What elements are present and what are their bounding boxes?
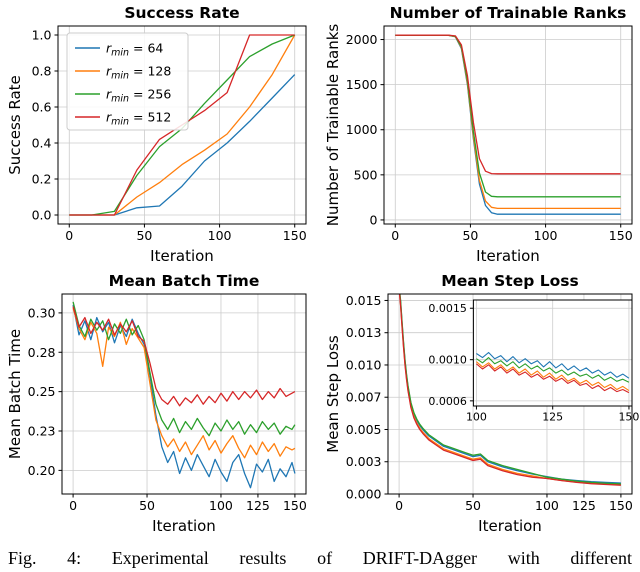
chart2: 0 50 100 125 150 0.20 0.23 0.25 0.28 0.30 Mean Bat… (6, 272, 307, 535)
series-line-rmin-256 (72, 301, 296, 437)
x-tick-label: 50 (139, 498, 155, 513)
success-rate-chart: 0 50 100 150 0.0 0.2 0.4 0.6 0.8 1.0 Success Rate I… (6, 4, 307, 265)
chart3-xlabel: Iteration (478, 517, 542, 535)
chart0-xlabel: Iteration (150, 247, 214, 265)
y-tick-label: 0.20 (28, 463, 56, 478)
chart2-title: Mean Batch Time (109, 272, 260, 290)
y-tick-label: 500 (354, 167, 378, 182)
y-tick-label: 1000 (346, 122, 378, 137)
y-tick-label: 0.4 (32, 136, 52, 151)
y-tick-label: 0.30 (28, 305, 56, 320)
chart3-title: Mean Step Loss (441, 272, 578, 290)
x-tick-label: 50 (465, 498, 481, 513)
series-line-rmin-64 (476, 351, 630, 379)
x-tick-label: 150 (618, 411, 639, 424)
y-tick-label: 0.013 (346, 325, 382, 340)
series-line-rmin-128 (476, 361, 630, 392)
x-tick-label: 125 (572, 498, 596, 513)
y-tick-label: 0.003 (346, 454, 382, 469)
chart1-title: Number of Trainable Ranks (390, 4, 627, 22)
chart0-ylabel: Success Rate (6, 75, 24, 175)
y-tick-label: 0 (370, 212, 378, 227)
y-tick-label: 0.8 (32, 64, 52, 79)
chart3-inset: 100 125 150 0.0006 0.0010 0.0015 (428, 299, 639, 424)
y-tick-label: 0.25 (28, 384, 56, 399)
x-tick-label: 150 (609, 498, 633, 513)
chart0: 0 50 100 150 0.0 0.2 0.4 0.6 0.8 1.0 Success Rate I… (6, 4, 307, 265)
x-tick-label: 150 (609, 228, 633, 243)
y-tick-label: 2000 (346, 32, 378, 47)
y-tick-label: 0.0010 (428, 354, 467, 367)
y-tick-label: 0.0015 (428, 302, 467, 315)
series-line-rmin-512 (398, 294, 621, 486)
legend-label: rmin = 256 (106, 87, 171, 105)
x-tick-label: 150 (283, 228, 307, 243)
chart2-series (72, 301, 296, 489)
y-tick-label: 1.0 (32, 28, 52, 43)
x-tick-label: 125 (542, 411, 563, 424)
series-line-rmin-512 (72, 306, 296, 407)
x-tick-label: 100 (466, 411, 487, 424)
chart1-series (395, 34, 621, 215)
y-tick-label: 0.2 (32, 172, 52, 187)
y-tick-label: 0.23 (28, 424, 56, 439)
chart0-title: Success Rate (124, 4, 239, 22)
chart3-inset-series (476, 351, 630, 394)
figure-caption: Fig. 4: Experimental results of DRIFT-DA… (8, 548, 632, 568)
series-line-rmin-128 (72, 308, 296, 459)
y-tick-label: 0.007 (346, 390, 382, 405)
figure-4: 0 50 100 150 0.0 0.2 0.4 0.6 0.8 1.0 Success Rate I… (6, 4, 640, 568)
y-tick-label: 0.015 (346, 293, 382, 308)
mean-batch-time-chart: 0 50 100 125 150 0.20 0.23 0.25 0.28 0.30 Mean Bat… (6, 272, 307, 535)
chart3-series (398, 294, 621, 486)
x-tick-label: 100 (209, 498, 233, 513)
y-tick-label: 0.000 (346, 487, 382, 502)
chart1-ylabel: Number of Trainable Ranks (324, 24, 342, 227)
x-tick-label: 0 (65, 228, 73, 243)
legend-label: rmin = 128 (106, 64, 171, 82)
legend-label: rmin = 64 (106, 41, 163, 59)
x-tick-label: 0 (69, 498, 77, 513)
x-tick-label: 50 (136, 228, 152, 243)
x-tick-label: 100 (535, 498, 559, 513)
mean-step-loss-chart: 0 50 100 125 150 0.000 0.003 0.005 0.007 0.010 0.0… (324, 272, 639, 535)
legend-label: rmin = 512 (106, 110, 171, 128)
chart3-ylabel: Mean Step Loss (324, 335, 342, 453)
y-tick-label: 0.0 (32, 208, 52, 223)
chart2-xlabel: Iteration (152, 517, 216, 535)
chart1-xlabel: Iteration (476, 247, 540, 265)
x-tick-label: 100 (208, 228, 232, 243)
x-tick-label: 0 (391, 228, 399, 243)
series-line-rmin-256 (476, 357, 630, 383)
series-line-rmin-512 (476, 363, 630, 394)
y-tick-label: 0.6 (32, 100, 52, 115)
y-tick-label: 0.005 (346, 422, 382, 437)
series-line-rmin-512 (395, 34, 621, 175)
y-tick-label: 0.28 (28, 345, 56, 360)
x-tick-label: 125 (246, 498, 270, 513)
x-tick-label: 50 (462, 228, 478, 243)
y-tick-label: 0.0006 (428, 395, 467, 408)
chart2-ylabel: Mean Batch Time (6, 329, 24, 459)
y-tick-label: 1500 (346, 77, 378, 92)
legend: rmin = 64 rmin = 128 rmin = 256 rmin = 512 (66, 32, 189, 131)
y-tick-label: 0.010 (346, 357, 382, 372)
x-tick-label: 150 (283, 498, 307, 513)
x-tick-label: 0 (395, 498, 403, 513)
x-tick-label: 100 (534, 228, 558, 243)
